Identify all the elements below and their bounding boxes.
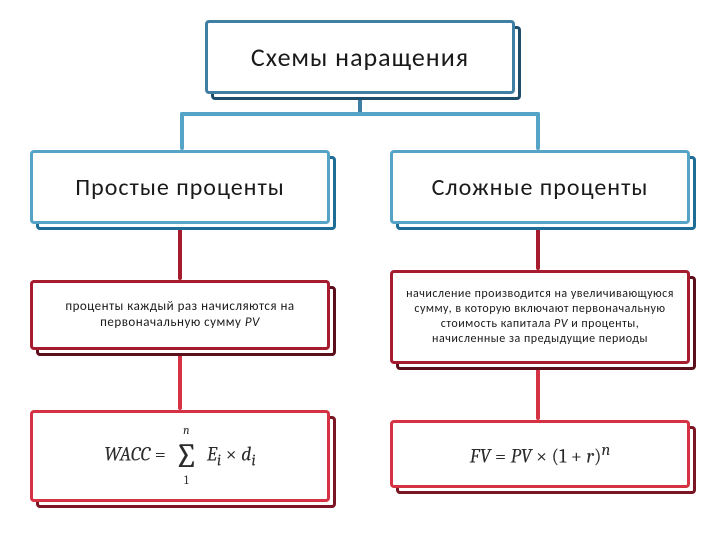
left-title-box: Простые проценты bbox=[30, 150, 330, 224]
connector bbox=[178, 350, 182, 410]
right-title-box: Сложные проценты bbox=[390, 150, 690, 224]
connector bbox=[180, 112, 184, 150]
right-desc-box: начисление производится на увеличивающую… bbox=[390, 270, 690, 364]
right-formula-box: FV = PV × (1 + r)n bbox=[390, 420, 690, 488]
right-title-label: Сложные проценты bbox=[432, 173, 649, 202]
left-formula: WACC = n∑1 Ei × di bbox=[104, 439, 256, 473]
root-label: Схемы наращения bbox=[251, 41, 469, 73]
left-desc-box: проценты каждый раз начисляются на перво… bbox=[30, 280, 330, 350]
right-desc-label: начисление производится на увеличивающую… bbox=[403, 287, 677, 347]
left-formula-box: WACC = n∑1 Ei × di bbox=[30, 410, 330, 502]
right-formula: FV = PV × (1 + r)n bbox=[470, 441, 611, 468]
connector bbox=[180, 112, 540, 116]
connector bbox=[178, 224, 182, 280]
root-box: Схемы наращения bbox=[205, 20, 515, 94]
left-desc-label: проценты каждый раз начисляются на перво… bbox=[43, 299, 317, 332]
connector bbox=[536, 224, 540, 270]
connector bbox=[536, 364, 540, 420]
connector bbox=[536, 112, 540, 150]
left-title-label: Простые проценты bbox=[75, 173, 285, 202]
